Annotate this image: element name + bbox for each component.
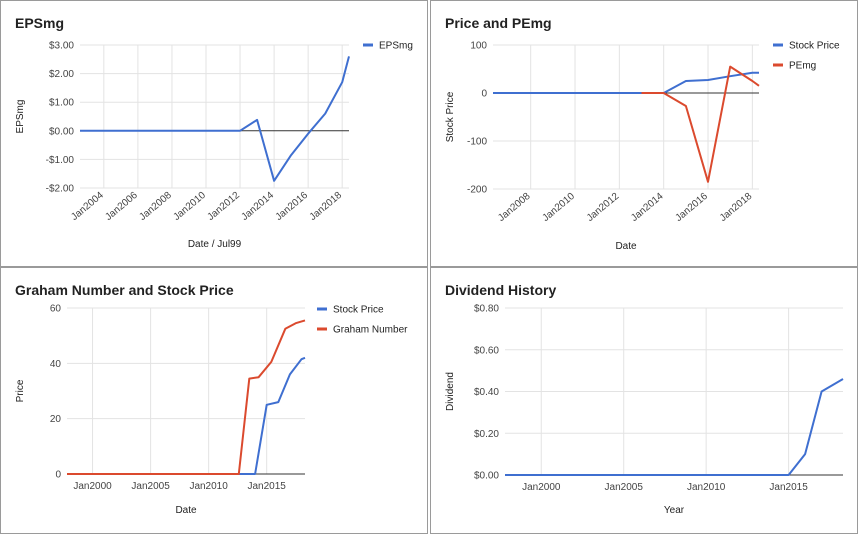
- graham-chart-panel: Graham Number and Stock Price 60 40 20 0 Jan…: [0, 267, 428, 534]
- series-line-epsmg: [80, 56, 350, 182]
- y-axis-title: Stock Price: [445, 91, 456, 142]
- x-tick-label: Jan2010: [171, 190, 208, 223]
- x-tick-label: Jan2000: [73, 481, 112, 492]
- eps-chart-svg: $3.00$2.00$1.00$0.00-$1.00-$2.00Jan2004J…: [15, 41, 413, 251]
- x-tick-label: Jan2010: [540, 191, 577, 224]
- y-tick-label: $3.00: [49, 41, 74, 52]
- series-line-stock-price: [67, 356, 306, 475]
- graham-chart-svg: 60 40 20 0 Jan2000 Jan2005 Jan2010 Jan2015 Stock…: [15, 304, 408, 517]
- y-tick-label: 20: [50, 414, 62, 425]
- y-axis-title: Price: [15, 379, 26, 402]
- x-tick-label: Jan2010: [687, 482, 726, 493]
- price-pe-chart-panel: Price and PEmg 100 0 -100 -200 Jan2008 Jan201…: [430, 0, 858, 267]
- x-tick-label: Jan2005: [131, 481, 170, 492]
- series-line-stock-price: [493, 71, 759, 94]
- y-tick-label: -200: [467, 185, 487, 196]
- y-tick-label: $0.40: [474, 387, 499, 398]
- chart-title: EPSmg: [15, 15, 65, 31]
- series-line-graham-number: [67, 319, 306, 475]
- legend-label: Stock Price: [333, 305, 384, 316]
- x-tick-label: Jan2014: [629, 191, 666, 224]
- y-tick-label: $2.00: [49, 69, 74, 80]
- x-tick-label: Jan2012: [585, 191, 622, 224]
- chart-title: Graham Number and Stock Price: [15, 282, 234, 298]
- y-tick-label: 60: [50, 304, 62, 315]
- x-tick-label: Jan2008: [137, 190, 174, 223]
- x-tick-label: Jan2018: [718, 191, 755, 224]
- chart-title: Price and PEmg: [445, 15, 552, 31]
- y-tick-label: 40: [50, 359, 62, 370]
- y-axis-title: EPSmg: [15, 100, 26, 134]
- y-tick-label: $0.00: [49, 126, 74, 137]
- x-tick-label: Jan2018: [308, 190, 345, 223]
- y-tick-label: -$2.00: [46, 184, 75, 195]
- x-tick-label: Jan2016: [274, 190, 311, 223]
- legend-label: EPSmg: [379, 41, 413, 52]
- x-tick-label: Jan2016: [673, 191, 710, 224]
- dividend-chart-panel: Dividend History $0.80 $0.60 $0.40 $0.20 $0.…: [430, 267, 858, 534]
- y-tick-label: $1.00: [49, 98, 74, 109]
- y-tick-label: $0.80: [474, 304, 499, 315]
- x-tick-label: Jan2004: [69, 190, 106, 223]
- x-tick-label: Jan2000: [522, 482, 561, 493]
- x-tick-label: Jan2010: [189, 481, 228, 492]
- x-axis-title: Date: [175, 505, 197, 516]
- x-axis-title: Date / Jul99: [188, 239, 242, 250]
- y-tick-label: $0.20: [474, 429, 499, 440]
- x-tick-label: Jan2008: [496, 191, 533, 224]
- dividend-chart-svg: $0.80 $0.60 $0.40 $0.20 $0.00 Jan2000 Jan2005 J…: [445, 304, 844, 516]
- x-tick-label: Jan2006: [103, 190, 140, 223]
- y-tick-label: 0: [481, 89, 487, 100]
- legend-label: PEmg: [789, 61, 816, 72]
- y-tick-label: $0.00: [474, 471, 499, 482]
- legend-label: Stock Price: [789, 41, 840, 52]
- x-axis-title: Date: [615, 241, 637, 252]
- y-tick-label: -100: [467, 137, 487, 148]
- x-tick-label: Jan2014: [240, 190, 277, 223]
- y-tick-label: $0.60: [474, 345, 499, 356]
- x-tick-label: Jan2005: [605, 482, 644, 493]
- series-line-pemg: [641, 65, 760, 183]
- y-axis-title: Dividend: [445, 372, 456, 411]
- x-tick-label: Jan2015: [248, 481, 287, 492]
- x-tick-label: Jan2015: [769, 482, 808, 493]
- y-tick-label: -$1.00: [46, 155, 75, 166]
- x-tick-label: Jan2012: [205, 190, 242, 223]
- y-tick-label: 100: [470, 41, 487, 52]
- chart-title: Dividend History: [445, 282, 557, 298]
- y-tick-label: 0: [55, 470, 61, 481]
- eps-chart-panel: EPSmg $3.00 $2.00 $1.00 $0.00 -$1.00 -$2.00 Ja…: [0, 0, 428, 267]
- price-pe-chart-svg: 100 0 -100 -200 Jan2008 Jan2010 Jan2012 Jan2014…: [445, 41, 840, 253]
- legend-label: Graham Number: [333, 325, 408, 336]
- x-axis-title: Year: [664, 505, 685, 516]
- series-line-0: [505, 378, 844, 476]
